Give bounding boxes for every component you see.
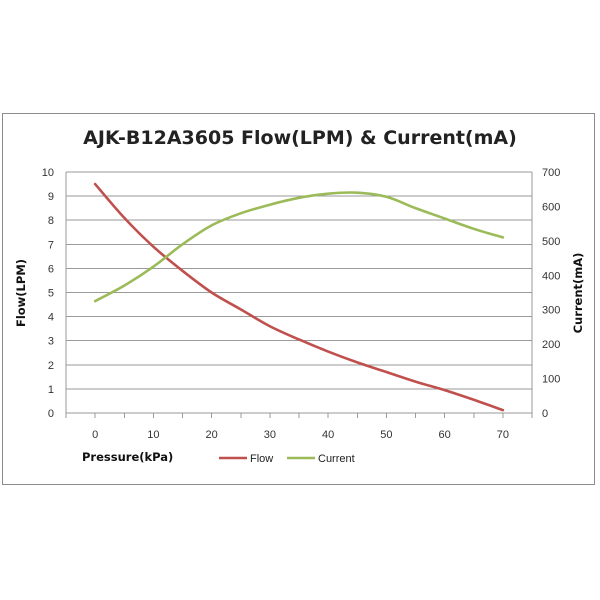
x-axis-label: Pressure(kPa) — [82, 450, 173, 464]
y-tick-label: 2 — [48, 360, 54, 372]
y2-tick-label: 0 — [542, 408, 548, 420]
grid — [66, 171, 532, 414]
y2-tick-label: 600 — [542, 201, 560, 213]
y2-tick-label: 700 — [542, 167, 560, 179]
chart-title: AJK-B12A3605 Flow(LPM) & Current(mA) — [83, 127, 517, 149]
legend: Flow Current — [219, 453, 355, 465]
series-line-flow — [93, 182, 505, 412]
x-tick-label: 60 — [439, 429, 451, 441]
y-tick-label: 4 — [48, 312, 54, 324]
y-tick-label: 0 — [48, 408, 54, 420]
y2-tick-label: 100 — [542, 374, 560, 386]
y2-tick-label: 400 — [542, 270, 560, 282]
x-tick-label: 30 — [264, 429, 276, 441]
y-tick-label: 6 — [48, 263, 54, 275]
y-tick-label: 8 — [48, 215, 54, 227]
series-layer — [93, 182, 505, 412]
y-tick-label: 5 — [48, 288, 54, 300]
x-tick-label: 40 — [322, 429, 334, 441]
legend-label-current: Current — [318, 453, 355, 465]
y-tick-label: 10 — [42, 167, 54, 179]
y-tick-label: 1 — [48, 384, 54, 396]
x-tick-label: 10 — [147, 429, 159, 441]
y2-tick-label: 500 — [542, 236, 560, 248]
y2-axis-label: Current(mA) — [571, 253, 585, 334]
x-tick-label: 20 — [206, 429, 218, 441]
x-tick-label: 50 — [380, 429, 392, 441]
x-tick-label: 70 — [497, 429, 509, 441]
y-tick-label: 3 — [48, 336, 54, 348]
y2-tick-label: 200 — [542, 339, 560, 351]
legend-label-flow: Flow — [250, 453, 273, 465]
y-tick-label: 7 — [48, 239, 54, 251]
series-line-current — [93, 191, 505, 303]
x-tick-label: 0 — [92, 429, 98, 441]
y-tick-label: 9 — [48, 191, 54, 203]
y-axis-label: Flow(LPM) — [14, 259, 28, 327]
y2-tick-label: 300 — [542, 305, 560, 317]
